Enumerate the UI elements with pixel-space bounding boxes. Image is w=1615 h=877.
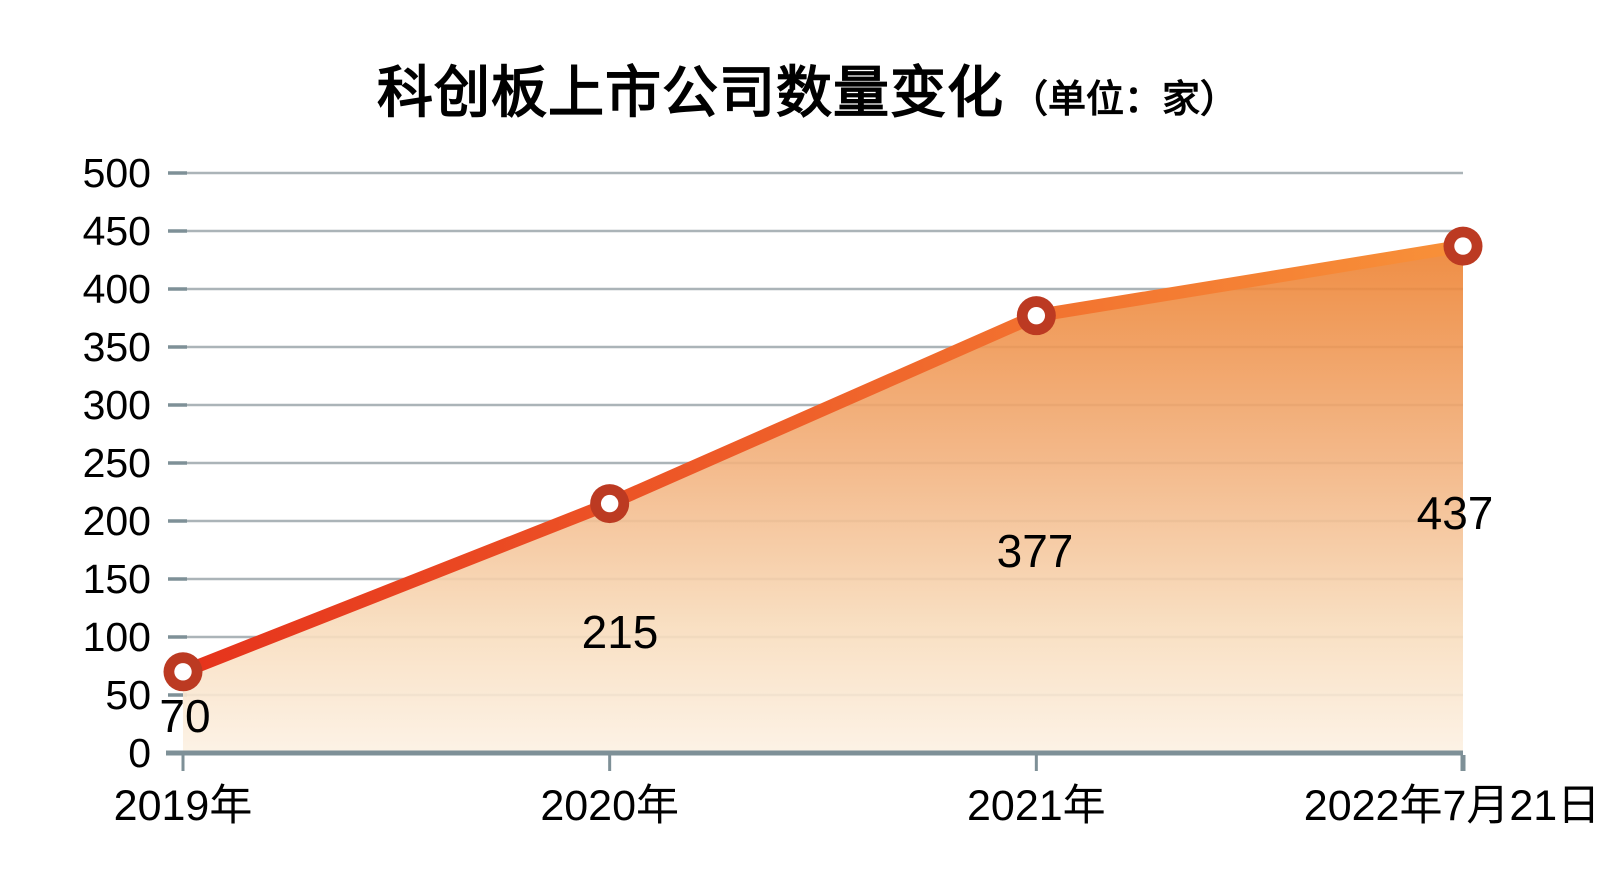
x-axis-label: 2021年 — [967, 782, 1106, 830]
value-label: 437 — [1417, 487, 1494, 539]
x-axis-label: 2020年 — [540, 782, 679, 830]
data-point-marker-hole — [1454, 237, 1472, 255]
x-axis-label: 2019年 — [114, 782, 253, 830]
data-point-marker-hole — [1027, 306, 1046, 325]
y-axis-label: 500 — [83, 150, 151, 196]
y-axis-label: 250 — [83, 440, 151, 486]
x-axis-label: 2022年7月21日 — [1304, 782, 1600, 830]
y-axis-label: 100 — [83, 614, 151, 660]
series-line — [176, 239, 1470, 679]
value-label: 377 — [997, 525, 1074, 577]
y-axis-label: 450 — [83, 208, 151, 254]
area-fill — [183, 246, 1463, 753]
y-axis-label: 350 — [83, 324, 151, 370]
y-axis-label: 50 — [105, 672, 151, 718]
chart-title-text: 科创板上市公司数量变化 — [376, 61, 1004, 124]
data-point-marker-hole — [600, 494, 619, 513]
chart-title: 科创板上市公司数量变化 （单位：家） — [0, 48, 1615, 129]
y-axis-label: 200 — [83, 498, 151, 544]
y-axis-label: 150 — [83, 556, 151, 602]
y-axis-label: 300 — [83, 382, 151, 428]
y-axis-label: 400 — [83, 266, 151, 312]
value-label: 215 — [582, 606, 659, 658]
value-label: 70 — [159, 690, 210, 742]
y-axis-label: 0 — [128, 730, 151, 776]
data-point-marker-hole — [174, 663, 192, 681]
chart-unit-label: （单位：家） — [1009, 79, 1238, 121]
